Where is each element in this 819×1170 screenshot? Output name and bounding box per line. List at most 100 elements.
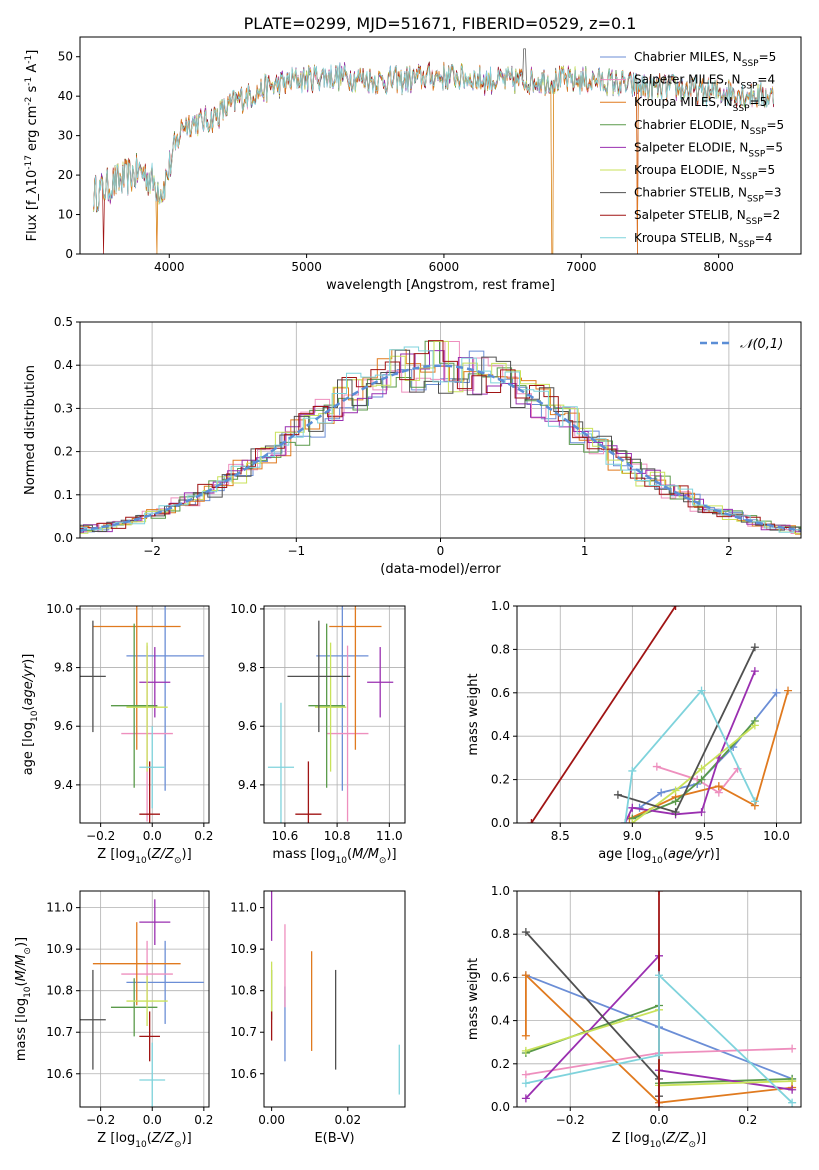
plot-area	[521, 891, 797, 1107]
x-tick-label: −0.2	[86, 829, 115, 843]
weight-marker-1	[521, 1070, 530, 1079]
legend-label: Kroupa MILES, NSSP=5	[634, 95, 767, 114]
plot-area	[80, 340, 801, 535]
x-tick-label: 11.0	[376, 829, 403, 843]
weight-line-8	[525, 973, 793, 1104]
y-tick-label: 9.6	[238, 719, 257, 733]
legend-label: Kroupa ELODIE, NSSP=5	[634, 163, 775, 182]
weight-marker-8	[628, 766, 637, 775]
grid-lines	[264, 606, 405, 823]
y-axis-label: mass weight	[466, 673, 481, 755]
axes-frame	[79, 36, 802, 255]
y-tick-label: 30	[58, 129, 73, 143]
weight-marker-5	[750, 721, 759, 730]
y-tick-label: 0.3	[54, 401, 73, 415]
x-axis-label: Z [log10(Z/Z⊙)]	[97, 847, 191, 866]
x-tick-label: 4000	[154, 260, 185, 274]
x-tick-label: 8.5	[551, 829, 570, 843]
y-tick-label: 9.4	[238, 778, 257, 792]
weight-marker-5	[788, 1077, 797, 1086]
mass-vs-ebv-plot: 0.00 0.02 10.6 10.7 10.8 10.9 11.0 E(B-V)	[230, 890, 406, 1146]
spectrum-line-8	[93, 62, 774, 213]
y-tick-label: 10.0	[46, 602, 73, 616]
weight-marker-8	[697, 686, 706, 695]
weight-marker-8	[521, 1079, 530, 1088]
weight-marker-2	[714, 782, 723, 791]
y-axis-label: mass [log10(M/M⊙)]	[14, 937, 33, 1061]
weight-line-3	[631, 720, 756, 820]
x-tick-label: 6000	[429, 260, 460, 274]
mass-weight-vs-metallicity-plot: −0.2 0.0 0.2 0.0 0.2 0.4 0.6 0.8 1.0 Z [log10(Z/Z…	[466, 884, 802, 1150]
x-tick-label: 10.6	[272, 829, 299, 843]
y-tick-label: 10.8	[230, 984, 257, 998]
y-tick-label: 11.0	[46, 901, 73, 915]
plot-area	[270, 891, 400, 1095]
legend-label: Salpeter MILES, NSSP=4	[634, 73, 775, 92]
weight-line-4	[624, 670, 756, 823]
axes-frame	[263, 890, 406, 1108]
y-axis-label: Normed distribution	[23, 365, 38, 495]
weight-marker-5	[697, 764, 706, 773]
weight-line-2	[629, 690, 789, 820]
y-tick-label: 40	[58, 89, 73, 103]
y-tick-label: 11.0	[230, 901, 257, 915]
y-tick-label: 0.2	[491, 773, 510, 787]
x-tick-label: 9.5	[695, 829, 714, 843]
weight-marker-7	[671, 606, 680, 610]
weight-marker-7	[527, 819, 536, 823]
grid-lines	[80, 891, 209, 1107]
age-vs-metallicity-plot: −0.2 0.0 0.2 9.4 9.6 9.8 10.0 Z [log10(Z/Z⊙)] ag…	[21, 602, 213, 866]
spectrum-legend: Chabrier MILES, NSSP=5 Salpeter MILES, NS…	[600, 50, 784, 250]
x-tick-label: 0.0	[649, 1113, 668, 1127]
mass-weight-vs-age-plot: 8.5 9.0 9.5 10.0 0.0 0.2 0.4 0.6 0.8 1.0 age [log1…	[466, 599, 802, 866]
plot-area	[527, 606, 793, 823]
y-tick-label: 0.0	[491, 1100, 510, 1114]
plot-area	[267, 606, 394, 823]
y-tick-label: 10.0	[230, 602, 257, 616]
weight-marker-3	[697, 775, 706, 784]
spectrum-plot: 4000 5000 6000 7000 8000 0 10 20 30 40 50 wavelengt…	[24, 36, 802, 293]
weight-marker-0	[772, 688, 781, 697]
y-tick-label: 0.6	[491, 686, 510, 700]
legend-label: Kroupa STELIB, NSSP=4	[634, 231, 772, 250]
y-tick-label: 10	[58, 208, 73, 222]
x-tick-label: −0.2	[86, 1113, 115, 1127]
y-tick-label: 0.4	[491, 729, 510, 743]
weight-marker-5	[521, 1046, 530, 1055]
y-tick-label: 9.6	[54, 719, 73, 733]
weight-marker-2	[521, 1031, 530, 1040]
weight-marker-2	[784, 686, 793, 695]
x-tick-label: 0	[437, 544, 445, 558]
y-tick-label: 20	[58, 168, 73, 182]
axes-frame	[79, 890, 210, 1108]
weight-line-8	[624, 688, 756, 823]
legend-label: Salpeter ELODIE, NSSP=5	[634, 140, 783, 159]
x-tick-label: 9.0	[623, 829, 642, 843]
y-tick-label: 0.8	[491, 927, 510, 941]
weight-marker-6	[671, 808, 680, 817]
spectrum-title: PLATE=0299, MJD=51671, FIBERID=0529, z=0…	[244, 14, 637, 33]
legend-label: Chabrier MILES, NSSP=5	[634, 50, 776, 69]
normal-reference-curve	[80, 364, 801, 532]
x-tick-label: 0.2	[738, 1113, 757, 1127]
age-vs-mass-plot: 10.6 10.8 11.0 9.4 9.6 9.8 10.0 mass [log10(M/M…	[230, 602, 406, 866]
y-tick-label: 50	[58, 50, 73, 64]
weight-marker-5	[671, 786, 680, 795]
legend-label: 𝒩(0,1)	[740, 337, 783, 352]
x-axis-label: Z [log10(Z/Z⊙)]	[612, 1131, 706, 1150]
y-tick-label: 10.9	[46, 942, 73, 956]
y-tick-label: 0.4	[491, 1014, 510, 1028]
spectrum-line-7	[93, 61, 774, 254]
axes-frame	[263, 605, 406, 824]
x-tick-label: 10.8	[324, 829, 351, 843]
x-axis-label: mass [log10(M/M⊙)]	[272, 847, 396, 866]
x-axis-label: wavelength [Angstrom, rest frame]	[326, 278, 555, 293]
y-tick-label: 10.7	[230, 1025, 257, 1039]
weight-marker-8	[621, 819, 630, 823]
y-tick-label: 0.2	[491, 1057, 510, 1071]
axes-frame	[516, 605, 802, 824]
y-tick-label: 1.0	[491, 884, 510, 898]
weight-marker-8	[788, 1098, 797, 1107]
legend-label: Chabrier ELODIE, NSSP=5	[634, 118, 784, 137]
y-tick-label: 0.2	[54, 445, 73, 459]
